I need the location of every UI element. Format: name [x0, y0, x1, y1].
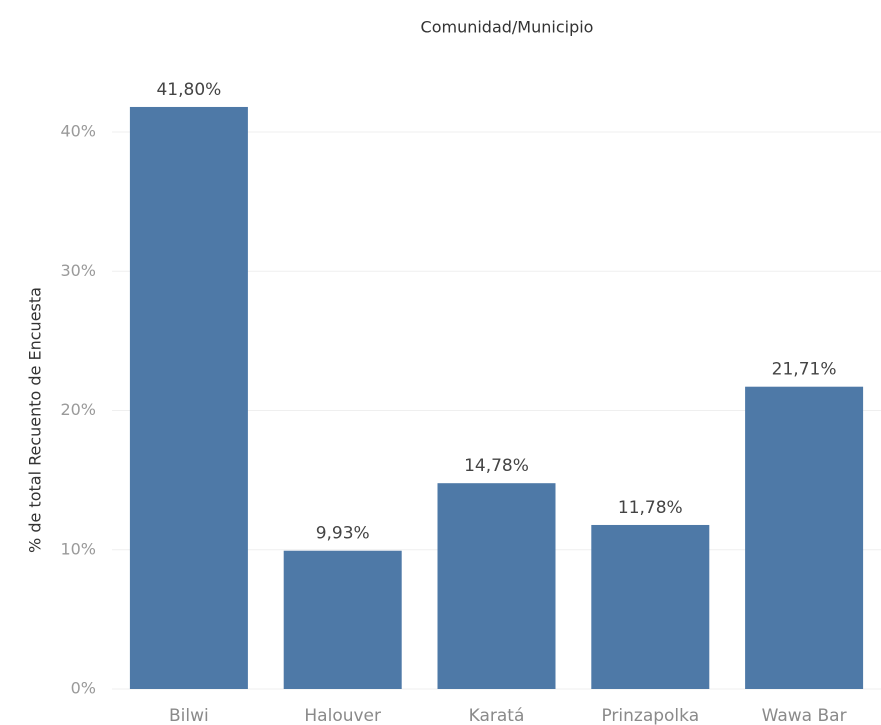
chart-title: Comunidad/Municipio — [421, 18, 594, 37]
value-label: 14,78% — [464, 456, 529, 476]
bar — [437, 483, 556, 689]
y-tick-label: 10% — [60, 539, 96, 558]
x-tick-label: Bilwi — [169, 706, 209, 725]
bar — [283, 550, 402, 689]
value-label: 41,80% — [156, 80, 221, 100]
bar — [129, 106, 248, 689]
bar — [745, 386, 864, 689]
value-label: 21,71% — [772, 360, 837, 380]
x-tick-label: Prinzapolka — [601, 706, 699, 725]
x-tick-label: Wawa Bar — [762, 706, 847, 725]
y-tick-label: 40% — [60, 122, 96, 141]
value-label: 11,78% — [618, 498, 683, 518]
y-axis-title: % de total Recuento de Encuesta — [26, 287, 45, 553]
y-tick-label: 20% — [60, 400, 96, 419]
value-label: 9,93% — [316, 524, 370, 544]
x-tick-label: Halouver — [304, 706, 381, 725]
y-tick-label: 30% — [60, 261, 96, 280]
bar — [591, 524, 710, 689]
y-tick-label: 0% — [71, 679, 96, 698]
x-tick-label: Karatá — [469, 706, 525, 725]
